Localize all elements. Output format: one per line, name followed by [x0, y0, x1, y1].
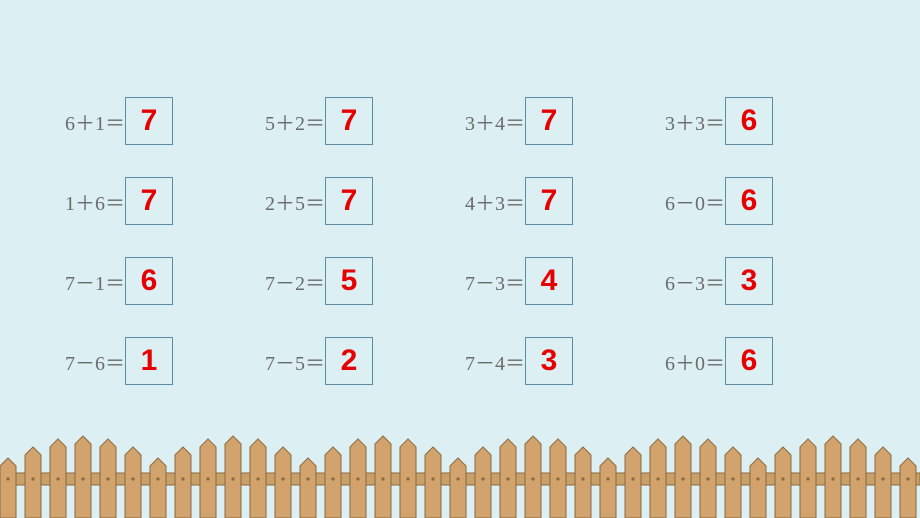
problem-row: 7－1＝ 6 7－2＝ 5 7－3＝ 4 6－3＝ 3 — [65, 255, 865, 307]
problem-cell: 3＋4＝ 7 — [465, 95, 665, 147]
answer: 4 — [541, 264, 558, 298]
answer: 7 — [341, 104, 358, 138]
problem-cell: 4＋3＝ 7 — [465, 175, 665, 227]
answer: 7 — [141, 184, 158, 218]
expression: 5＋2＝ — [265, 107, 325, 136]
answer: 7 — [541, 104, 558, 138]
problem-cell: 7－2＝ 5 — [265, 255, 465, 307]
expression: 2＋5＝ — [265, 187, 325, 216]
answer: 7 — [141, 104, 158, 138]
answer-box: 6 — [725, 337, 773, 385]
problem-row: 1＋6＝ 7 2＋5＝ 7 4＋3＝ 7 6－0＝ 6 — [65, 175, 865, 227]
problem-cell: 7－4＝ 3 — [465, 335, 665, 387]
answer: 3 — [741, 264, 758, 298]
expression: 7－5＝ — [265, 347, 325, 376]
expression: 6－3＝ — [665, 267, 725, 296]
answer: 6 — [741, 184, 758, 218]
answer: 6 — [741, 344, 758, 378]
answer-box: 7 — [325, 177, 373, 225]
problem-cell: 7－6＝ 1 — [65, 335, 265, 387]
expression: 7－4＝ — [465, 347, 525, 376]
problem-cell: 2＋5＝ 7 — [265, 175, 465, 227]
answer-box: 1 — [125, 337, 173, 385]
expression: 6＋0＝ — [665, 347, 725, 376]
problems-grid: 6＋1＝ 7 5＋2＝ 7 3＋4＝ 7 3＋3＝ 6 1＋6＝ 7 2＋5＝ … — [65, 95, 865, 415]
problem-cell: 5＋2＝ 7 — [265, 95, 465, 147]
answer: 6 — [741, 104, 758, 138]
answer-box: 2 — [325, 337, 373, 385]
answer-box: 7 — [525, 97, 573, 145]
answer-box: 3 — [525, 337, 573, 385]
answer-box: 3 — [725, 257, 773, 305]
answer-box: 7 — [125, 97, 173, 145]
answer-box: 7 — [325, 97, 373, 145]
answer-box: 6 — [725, 177, 773, 225]
fence-decoration — [0, 418, 920, 518]
answer: 6 — [141, 264, 158, 298]
expression: 7－2＝ — [265, 267, 325, 296]
answer: 3 — [541, 344, 558, 378]
answer: 1 — [141, 344, 158, 378]
problem-cell: 6＋1＝ 7 — [65, 95, 265, 147]
answer: 2 — [341, 344, 358, 378]
answer: 5 — [341, 264, 358, 298]
answer-box: 7 — [125, 177, 173, 225]
expression: 4＋3＝ — [465, 187, 525, 216]
expression: 6－0＝ — [665, 187, 725, 216]
expression: 7－3＝ — [465, 267, 525, 296]
answer-box: 6 — [725, 97, 773, 145]
problem-cell: 6＋0＝ 6 — [665, 335, 865, 387]
problem-cell: 6－0＝ 6 — [665, 175, 865, 227]
answer: 7 — [541, 184, 558, 218]
answer-box: 4 — [525, 257, 573, 305]
problem-cell: 7－1＝ 6 — [65, 255, 265, 307]
answer-box: 7 — [525, 177, 573, 225]
expression: 7－1＝ — [65, 267, 125, 296]
answer-box: 6 — [125, 257, 173, 305]
problem-cell: 6－3＝ 3 — [665, 255, 865, 307]
answer: 7 — [341, 184, 358, 218]
expression: 3＋3＝ — [665, 107, 725, 136]
expression: 3＋4＝ — [465, 107, 525, 136]
problem-cell: 7－5＝ 2 — [265, 335, 465, 387]
problem-cell: 3＋3＝ 6 — [665, 95, 865, 147]
problem-row: 7－6＝ 1 7－5＝ 2 7－4＝ 3 6＋0＝ 6 — [65, 335, 865, 387]
answer-box: 5 — [325, 257, 373, 305]
problem-row: 6＋1＝ 7 5＋2＝ 7 3＋4＝ 7 3＋3＝ 6 — [65, 95, 865, 147]
expression: 6＋1＝ — [65, 107, 125, 136]
problem-cell: 7－3＝ 4 — [465, 255, 665, 307]
expression: 7－6＝ — [65, 347, 125, 376]
expression: 1＋6＝ — [65, 187, 125, 216]
problem-cell: 1＋6＝ 7 — [65, 175, 265, 227]
